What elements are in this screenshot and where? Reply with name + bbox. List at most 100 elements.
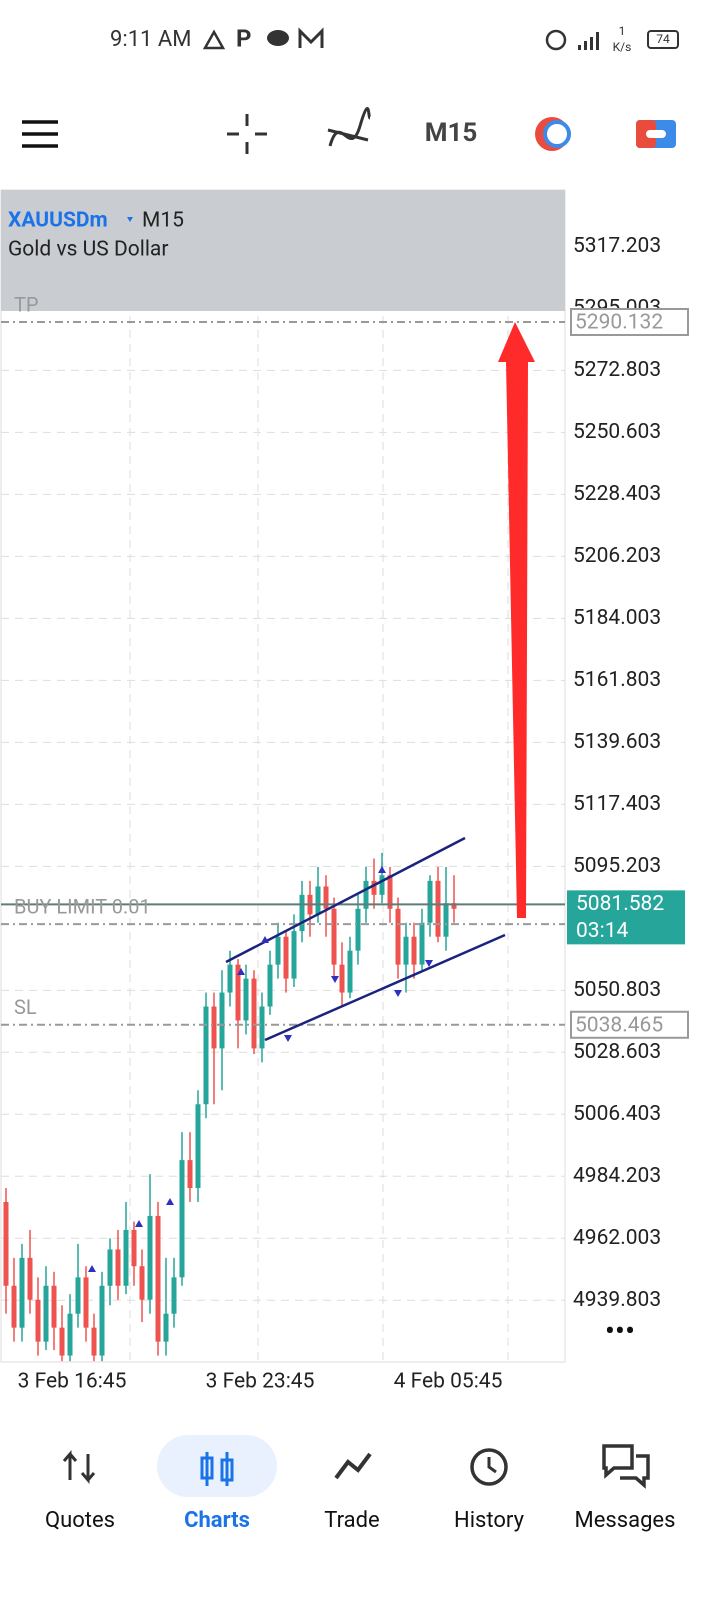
battery-level: 74	[656, 32, 670, 46]
candle-body	[203, 1006, 209, 1105]
price-label: 5317.203	[573, 234, 661, 258]
candle-body	[355, 908, 361, 951]
candle-body	[75, 1277, 81, 1314]
price-label: 5050.803	[573, 978, 661, 1002]
chart-timeframe: M15	[142, 209, 184, 233]
candle-body	[379, 875, 385, 895]
candle-body	[195, 1104, 201, 1189]
sl-label: SL	[14, 995, 37, 1019]
price-label: 4962.003	[573, 1226, 661, 1250]
candle-body	[35, 1299, 41, 1342]
candle-body	[291, 931, 297, 979]
candle-body	[3, 1201, 9, 1286]
candle-body	[19, 1257, 25, 1328]
charts-icon[interactable]	[200, 1456, 214, 1480]
tp-price: 5290.132	[575, 311, 663, 335]
candle-body	[347, 950, 353, 993]
candle-body	[299, 894, 305, 932]
tp-zone	[1, 190, 565, 311]
sl-price: 5038.465	[575, 1013, 663, 1037]
candle-body	[123, 1229, 129, 1286]
candle-body	[315, 886, 321, 915]
active-pill	[157, 1435, 277, 1497]
candle-body	[387, 875, 393, 909]
quotes-icon[interactable]	[62, 1449, 96, 1485]
menu[interactable]	[22, 120, 58, 148]
price-label: 4984.203	[573, 1164, 661, 1188]
alarm-icon	[545, 29, 567, 51]
candle-body	[443, 903, 449, 937]
tp-price-box	[570, 307, 689, 336]
nav-label[interactable]: Charts	[184, 1508, 250, 1533]
price-label: 5139.603	[573, 730, 661, 754]
candle-body	[163, 1313, 169, 1342]
price-label: 5272.803	[573, 358, 661, 382]
signal-icon	[578, 32, 599, 50]
candle-body	[131, 1229, 137, 1267]
icon	[267, 30, 289, 46]
price-label: 5206.203	[573, 544, 661, 568]
candle-body	[259, 1006, 265, 1049]
price-label: 5250.603	[573, 420, 661, 444]
more[interactable]: •••	[605, 1314, 635, 1349]
nav-label[interactable]: Messages	[575, 1508, 676, 1533]
price-label: 4939.803	[573, 1288, 661, 1312]
history-icon[interactable]	[470, 1448, 508, 1486]
nav-label[interactable]: Quotes	[45, 1508, 115, 1533]
candle-body	[211, 1006, 217, 1049]
candle-body	[267, 964, 273, 1007]
indicators[interactable]	[327, 107, 372, 147]
dropdown[interactable]	[127, 217, 133, 222]
candle-body	[395, 908, 401, 965]
candle-body	[83, 1277, 89, 1328]
time-label: 3 Feb 23:45	[206, 1370, 315, 1394]
candle-body	[331, 908, 337, 965]
icon	[298, 27, 324, 48]
price-label: 5095.203	[573, 854, 661, 878]
time-label: 4 Feb 05:45	[394, 1370, 503, 1394]
description: Gold vs US Dollar	[8, 238, 168, 262]
symbol[interactable]: XAUUSDm	[8, 209, 108, 233]
candle-body	[411, 936, 417, 965]
chart-area[interactable]	[0, 189, 566, 1363]
net-speed: 1	[619, 24, 626, 38]
candle-body	[51, 1285, 57, 1328]
sl-price-box	[570, 1010, 689, 1039]
net-unit: K/s	[613, 40, 632, 54]
candle-body	[363, 880, 369, 909]
candle-body	[427, 880, 433, 923]
candle-body	[451, 903, 457, 909]
candle-body	[171, 1277, 177, 1314]
timeframe[interactable]: M15	[425, 118, 478, 148]
candle-body	[251, 978, 257, 1049]
arrow-annotation	[498, 322, 535, 918]
candle-body	[283, 936, 289, 979]
candle-body	[11, 1285, 17, 1328]
candle-body	[243, 978, 249, 1021]
trade-nav-icon[interactable]	[334, 1452, 372, 1480]
nav-label[interactable]: Trade	[324, 1508, 379, 1533]
nav-label[interactable]: History	[454, 1508, 525, 1533]
candle-body	[419, 922, 425, 965]
buy_limit-label: BUY LIMIT 0.01	[14, 894, 151, 918]
price-label: 5161.803	[573, 668, 661, 692]
time-label: 3 Feb 16:45	[18, 1370, 127, 1394]
messages-icon[interactable]	[602, 1444, 650, 1489]
candle-body	[403, 936, 409, 965]
candle-body	[235, 964, 241, 1021]
price-label: 5228.403	[573, 482, 661, 506]
candle-body	[275, 936, 281, 965]
crosshair[interactable]	[227, 114, 267, 154]
candle-body	[59, 1327, 65, 1356]
candle-body	[339, 964, 345, 993]
price-label: 5117.403	[573, 792, 661, 816]
bid-box	[567, 890, 685, 945]
candle-body	[155, 1215, 161, 1342]
candle-body	[107, 1249, 113, 1286]
battery	[647, 30, 679, 49]
candle-body	[67, 1313, 73, 1356]
bar-timer: 03:14	[576, 919, 628, 943]
price-label: 5006.403	[573, 1102, 661, 1126]
icon: P	[236, 24, 251, 52]
